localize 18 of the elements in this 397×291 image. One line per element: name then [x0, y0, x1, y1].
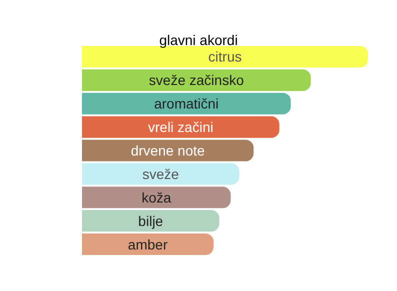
- y-tick-label: drvene note: [130, 142, 205, 158]
- y-tick-label: aromatični: [154, 96, 219, 112]
- y-tick-label: bilje: [138, 212, 164, 229]
- bar: [82, 186, 231, 208]
- bar: [82, 69, 311, 91]
- bar: [82, 92, 291, 114]
- bar: [82, 233, 214, 256]
- chart-title: glavni akordi: [159, 32, 238, 48]
- bar: [82, 116, 280, 138]
- y-tick-label: citrus: [208, 48, 242, 65]
- bar: [82, 140, 254, 162]
- y-tick-label: amber: [128, 236, 168, 252]
- y-tick-label: sveže: [142, 166, 180, 182]
- bar: [82, 163, 240, 185]
- bar: [82, 210, 220, 232]
- y-tick-label: vreli začini: [148, 119, 214, 136]
- y-tick-label: sveže začinsko: [148, 72, 244, 88]
- y-tick-label: koža: [142, 189, 172, 206]
